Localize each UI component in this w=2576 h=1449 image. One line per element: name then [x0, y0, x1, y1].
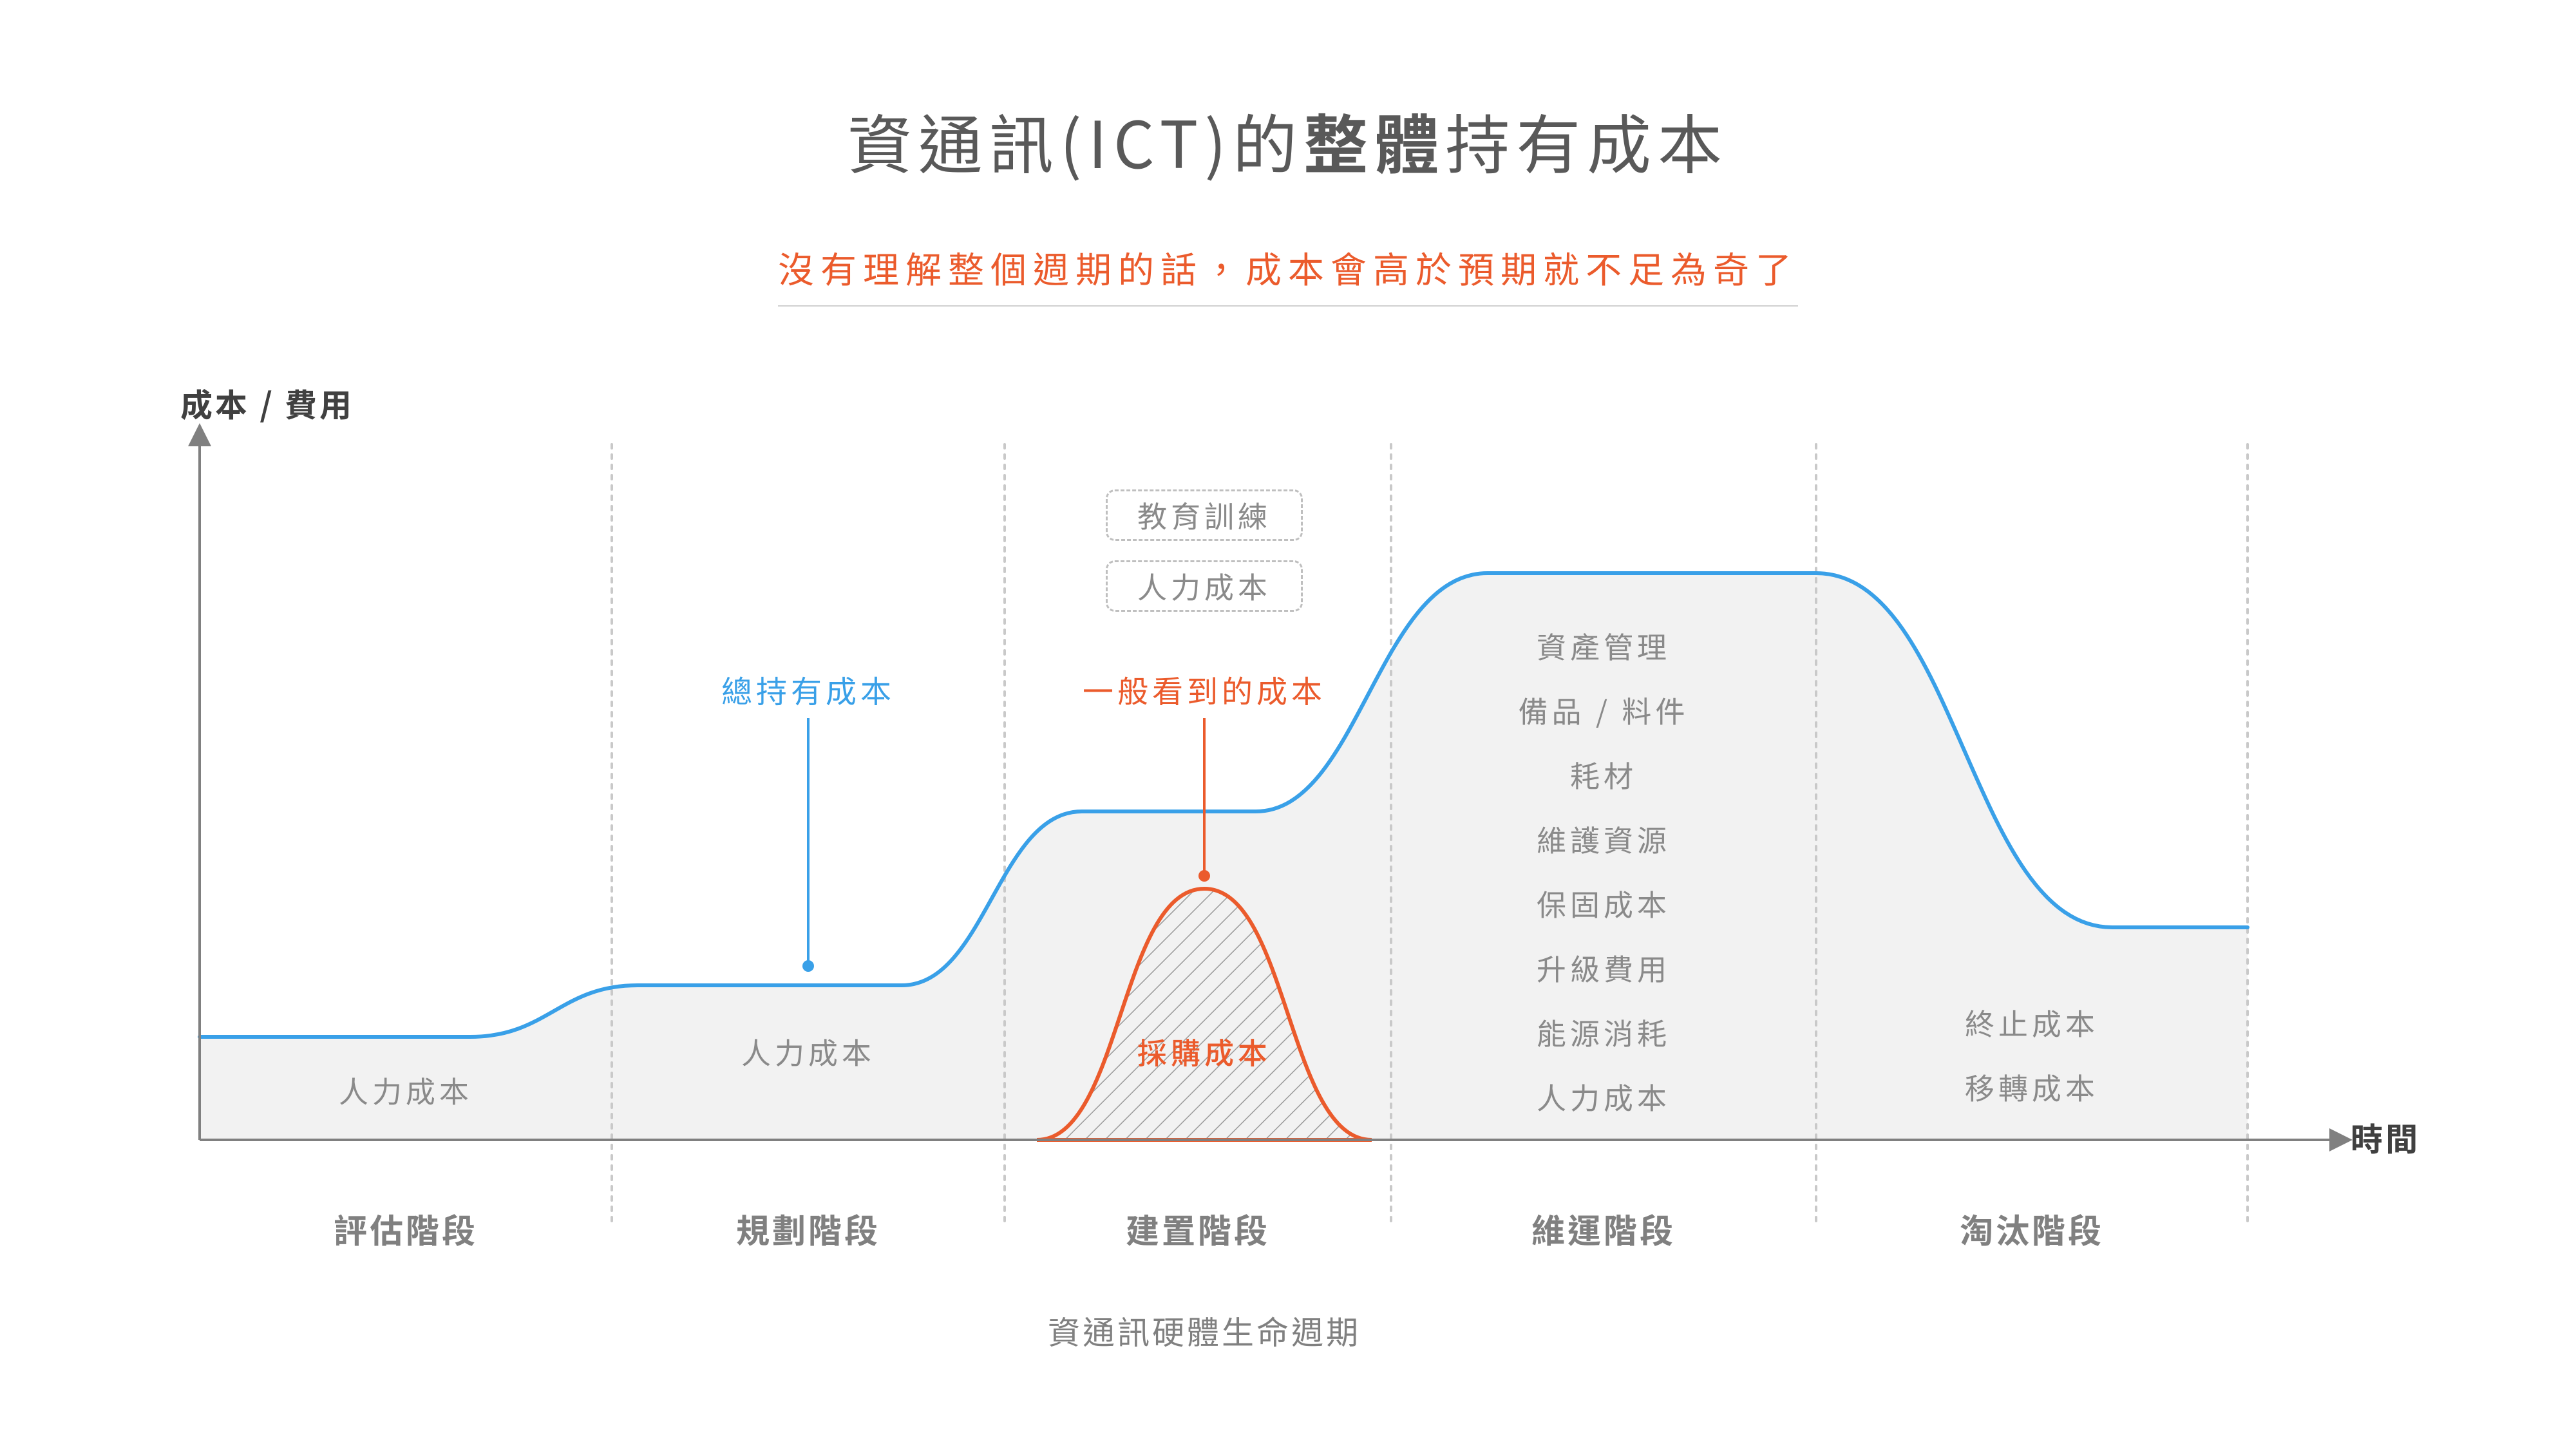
- y-axis-label: 成本 / 費用: [180, 380, 354, 426]
- title-pre: 資通訊(ICT)的: [848, 93, 1303, 187]
- visible-cost-callout-label: 一般看到的成本: [1083, 667, 1326, 712]
- cost-item: 人力成本: [1537, 1075, 1671, 1118]
- cost-item: 保固成本: [1537, 882, 1671, 925]
- page-title: 資通訊(ICT)的整體持有成本: [0, 93, 2576, 187]
- phase-label: 規劃階段: [736, 1204, 880, 1253]
- x-axis-label: 時間: [2351, 1114, 2420, 1160]
- cost-item: 終止成本: [1965, 1001, 2099, 1044]
- lifecycle-caption: 資通訊硬體生命週期: [1048, 1307, 1361, 1354]
- tco-callout-dot: [802, 960, 814, 972]
- tco-callout-label: 總持有成本: [721, 667, 895, 712]
- phase-label: 建置階段: [1126, 1204, 1270, 1253]
- cost-item: 維護資源: [1537, 818, 1671, 860]
- cost-item: 能源消耗: [1537, 1011, 1671, 1054]
- cost-item: 人力成本: [339, 1069, 473, 1112]
- page-subtitle: 沒有理解整個週期的話，成本會高於預期就不足為奇了: [778, 242, 1798, 307]
- visible-callout-dot: [1198, 870, 1210, 882]
- phase-label: 評估階段: [334, 1204, 478, 1253]
- phase-label: 淘汰階段: [1960, 1204, 2104, 1253]
- cost-item: 資產管理: [1537, 625, 1671, 667]
- cost-item: 備品 / 料件: [1519, 689, 1689, 732]
- title-post: 持有成本: [1445, 93, 1728, 187]
- cost-item: 耗材: [1570, 753, 1637, 796]
- title-emph: 整體: [1303, 93, 1445, 187]
- procurement-cost-label: 採購成本: [1137, 1030, 1271, 1073]
- cost-item-box: 教育訓練: [1106, 489, 1303, 541]
- cost-item: 移轉成本: [1965, 1066, 2099, 1108]
- cost-item-box: 人力成本: [1106, 560, 1303, 612]
- cost-item: 升級費用: [1537, 947, 1671, 989]
- cost-item: 人力成本: [741, 1030, 875, 1073]
- phase-label: 維運階段: [1531, 1204, 1676, 1253]
